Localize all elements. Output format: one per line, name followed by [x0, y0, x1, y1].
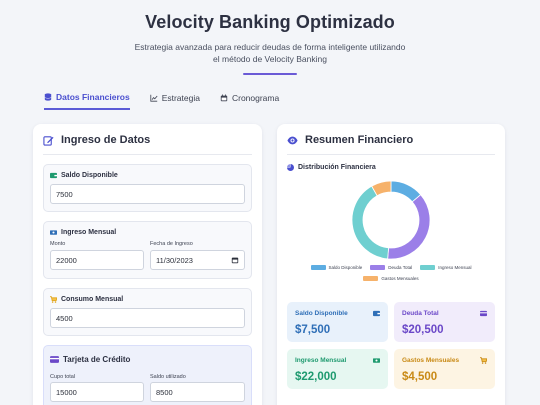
tab-cronograma[interactable]: Cronograma — [220, 92, 279, 110]
distribution-donut-chart — [351, 180, 431, 260]
ingreso-card: Ingreso Mensual Monto Fecha de Ingreso 2… — [43, 221, 252, 279]
fecha-input[interactable]: 11/30/2023 — [150, 250, 245, 270]
tab-bar: Datos Financieros Estrategia Cronograma — [44, 92, 279, 110]
tab-datos-financieros[interactable]: Datos Financieros — [44, 92, 130, 110]
donut-slice-deuda-total — [387, 194, 431, 260]
legend-item: Saldo Disponible — [310, 265, 362, 270]
edit-icon — [43, 135, 54, 146]
stat-deuda-total: Deuda Total $20,500 — [394, 302, 495, 342]
shopping-cart-icon — [480, 357, 487, 364]
donut-slice-ingreso-mensual — [351, 185, 390, 260]
summary-panel: Resumen Financiero Distribución Financie… — [277, 124, 505, 405]
calendar-picker-icon[interactable] — [231, 256, 239, 264]
eye-icon — [287, 136, 298, 144]
page-subtitle: Estrategia avanzada para reducir deudas … — [134, 42, 406, 64]
credit-card-icon — [480, 310, 487, 317]
page-header: Velocity Banking Optimizado Estrategia a… — [0, 0, 540, 75]
consumo-card: Consumo Mensual 4500 — [43, 288, 252, 336]
input-panel-title: Ingreso de Datos — [43, 134, 252, 155]
chart-line-icon — [150, 94, 158, 102]
tarjeta-card: Tarjeta de Crédito Cupo total Saldo util… — [43, 345, 252, 405]
stat-saldo-disponible: Saldo Disponible $7,500 — [287, 302, 388, 342]
saldo-card: Saldo Disponible 7500 — [43, 164, 252, 212]
saldo-input[interactable]: 7500 — [50, 184, 245, 204]
summary-panel-title: Resumen Financiero — [287, 134, 495, 155]
chart-legend: Saldo Disponible Deuda Total Ingreso Men… — [277, 265, 505, 287]
legend-item: Gastos Mensuales — [363, 276, 419, 281]
input-panel: Ingreso de Datos Saldo Disponible 7500 I… — [33, 124, 262, 405]
donut-slice-gastos-mensuales — [371, 180, 392, 197]
credit-card-icon — [50, 356, 59, 363]
pie-chart-icon — [287, 164, 294, 171]
database-icon — [44, 93, 52, 101]
wallet-icon — [50, 172, 57, 179]
money-icon — [50, 230, 57, 235]
tab-estrategia[interactable]: Estrategia — [150, 92, 200, 110]
legend-item: Deuda Total — [370, 265, 412, 270]
cupo-input[interactable]: 15000 — [50, 382, 144, 402]
title-underline — [243, 73, 297, 75]
saldo-utilizado-input[interactable]: 8500 — [150, 382, 245, 402]
legend-item: Ingreso Mensual — [420, 265, 472, 270]
shopping-cart-icon — [50, 296, 57, 303]
stat-gastos-mensuales: Gastos Mensuales $4,500 — [394, 349, 495, 389]
monto-input[interactable]: 22000 — [50, 250, 144, 270]
stat-ingreso-mensual: Ingreso Mensual $22,000 — [287, 349, 388, 389]
distribution-title: Distribución Financiera — [287, 164, 376, 171]
money-icon — [373, 358, 380, 363]
page-title: Velocity Banking Optimizado — [145, 12, 395, 32]
wallet-icon — [373, 310, 380, 317]
consumo-input[interactable]: 4500 — [50, 308, 245, 328]
calendar-icon — [220, 94, 228, 102]
